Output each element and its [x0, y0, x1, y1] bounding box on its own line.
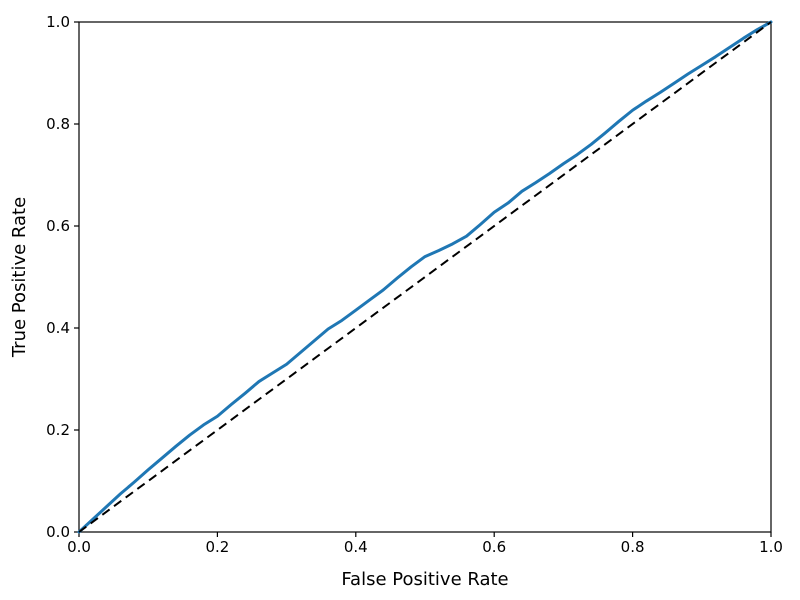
- x-tick-label: 0.8: [621, 538, 645, 556]
- x-tick-label: 0.2: [205, 538, 229, 556]
- x-tick-label: 1.0: [759, 538, 783, 556]
- chance-diagonal-line: [78, 21, 772, 533]
- x-tick-label: 0.4: [344, 538, 368, 556]
- y-tick-label: 0.8: [46, 115, 70, 133]
- x-tick-label: 0.0: [67, 538, 91, 556]
- plot-frame: [78, 21, 772, 533]
- x-axis-label: False Positive Rate: [341, 569, 508, 590]
- roc-curve-line: [77, 20, 773, 534]
- x-tick-label: 0.6: [482, 538, 506, 556]
- x-axis: 0.0 0.2 0.4 0.6 0.8 1.0: [67, 532, 783, 556]
- y-axis-label: True Positive Rate: [9, 197, 30, 358]
- y-tick-label: 0.4: [46, 319, 70, 337]
- y-tick-label: 0.0: [46, 523, 70, 541]
- y-tick-label: 0.6: [46, 217, 70, 235]
- y-tick-label: 1.0: [46, 13, 70, 31]
- y-tick-label: 0.2: [46, 421, 70, 439]
- y-axis: 0.0 0.2 0.4 0.6 0.8 1.0: [46, 13, 79, 541]
